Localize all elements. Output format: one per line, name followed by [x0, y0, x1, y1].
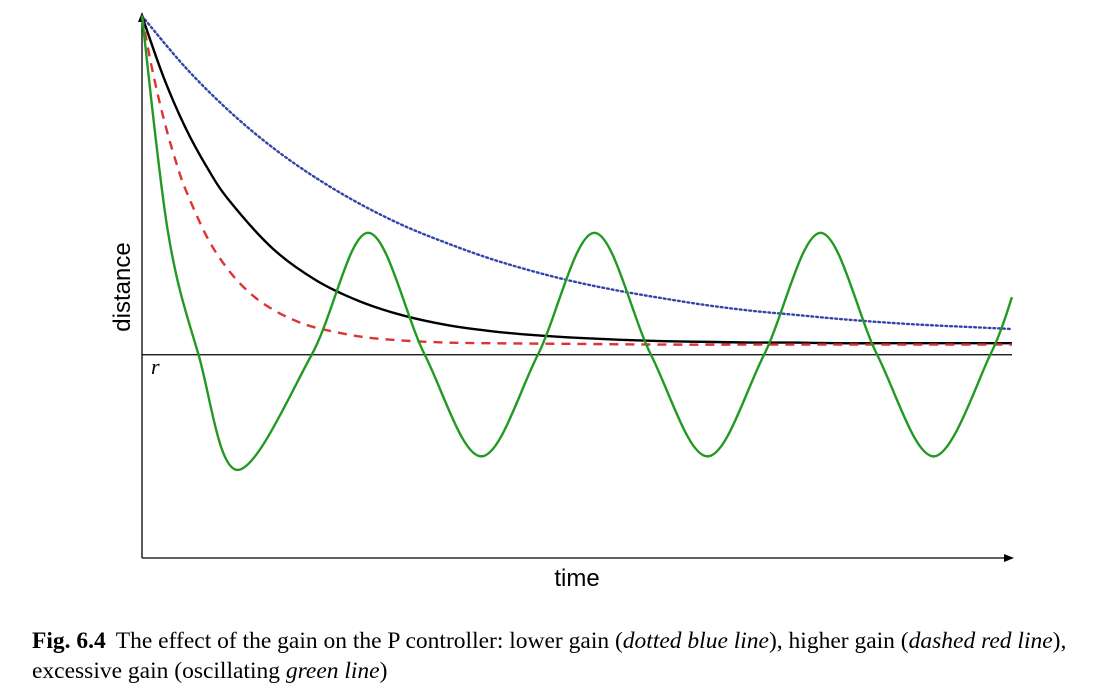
- y-axis-label: distance: [109, 242, 136, 331]
- series-line-solid-black: [140, 15, 1012, 345]
- series-line-dashed-red: [140, 15, 1012, 346]
- x-axis-label: time: [554, 565, 599, 592]
- series-line-green-oscillating: [140, 15, 1014, 472]
- caption-emphasis-dashed-red: dashed red line: [908, 628, 1053, 654]
- reference-label: r: [151, 354, 160, 379]
- figure-number: Fig. 6.4: [32, 628, 106, 654]
- x-axis-arrow: [1004, 554, 1014, 562]
- caption-text-2: ), higher gain (: [768, 628, 909, 654]
- caption-text-3: ), excessive gain (oscillating: [32, 628, 1067, 684]
- caption-emphasis-green: green line: [285, 658, 380, 684]
- caption-text-4: ): [379, 658, 388, 684]
- caption-emphasis-dotted-blue: dotted blue line: [622, 628, 769, 654]
- series-line-dotted-blue: [140, 14, 1014, 331]
- caption-text-1: The effect of the gain on the P controll…: [115, 628, 623, 654]
- chart: r time distance: [109, 12, 1014, 592]
- figure-caption: Fig. 6.4 The effect of the gain on the P …: [32, 626, 1102, 686]
- series-group: [140, 14, 1014, 472]
